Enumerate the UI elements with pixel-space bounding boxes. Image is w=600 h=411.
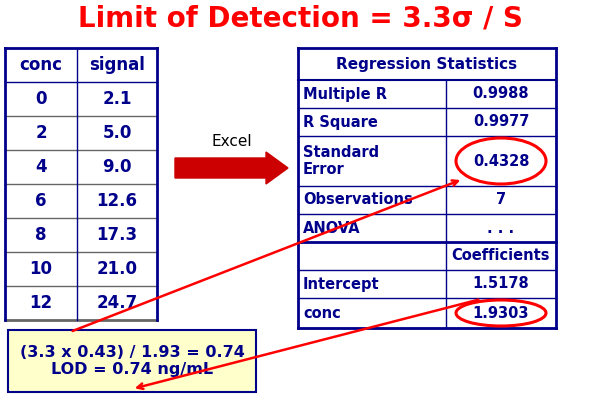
Text: . . .: . . . — [487, 220, 515, 236]
Text: conc: conc — [303, 305, 341, 321]
Text: Regression Statistics: Regression Statistics — [337, 56, 518, 72]
Text: Intercept: Intercept — [303, 277, 380, 291]
Text: Standard
Error: Standard Error — [303, 145, 379, 177]
Text: 12: 12 — [29, 294, 53, 312]
Text: 4: 4 — [35, 158, 47, 176]
Text: Excel: Excel — [211, 134, 252, 150]
Text: 7: 7 — [496, 192, 506, 208]
Text: 2: 2 — [35, 124, 47, 142]
Text: 0.9988: 0.9988 — [473, 86, 529, 102]
Bar — [5, 48, 157, 82]
Text: 21.0: 21.0 — [97, 260, 137, 278]
Text: Limit of Detection = 3.3σ / S: Limit of Detection = 3.3σ / S — [77, 5, 523, 33]
FancyArrow shape — [175, 152, 288, 184]
Text: 1.5178: 1.5178 — [473, 277, 529, 291]
Bar — [298, 48, 556, 328]
Text: Coefficients: Coefficients — [452, 249, 550, 263]
Bar — [5, 48, 157, 320]
Text: 0.4328: 0.4328 — [473, 153, 529, 169]
Text: 0.9977: 0.9977 — [473, 115, 529, 129]
Text: ANOVA: ANOVA — [303, 220, 361, 236]
Text: 8: 8 — [35, 226, 47, 244]
Text: Multiple R: Multiple R — [303, 86, 387, 102]
Text: 24.7: 24.7 — [97, 294, 137, 312]
Text: 12.6: 12.6 — [97, 192, 137, 210]
Text: signal: signal — [89, 56, 145, 74]
Text: 1.9303: 1.9303 — [473, 305, 529, 321]
Text: R Square: R Square — [303, 115, 378, 129]
Text: (3.3 x 0.43) / 1.93 = 0.74
LOD = 0.74 ng/mL: (3.3 x 0.43) / 1.93 = 0.74 LOD = 0.74 ng… — [20, 345, 244, 377]
Text: 0: 0 — [35, 90, 47, 108]
Text: 6: 6 — [35, 192, 47, 210]
Text: 5.0: 5.0 — [103, 124, 131, 142]
Text: Observations: Observations — [303, 192, 413, 208]
Text: 10: 10 — [29, 260, 53, 278]
Bar — [8, 330, 256, 392]
Text: 17.3: 17.3 — [97, 226, 137, 244]
Text: conc: conc — [19, 56, 62, 74]
Text: 2.1: 2.1 — [102, 90, 132, 108]
Text: 9.0: 9.0 — [102, 158, 132, 176]
